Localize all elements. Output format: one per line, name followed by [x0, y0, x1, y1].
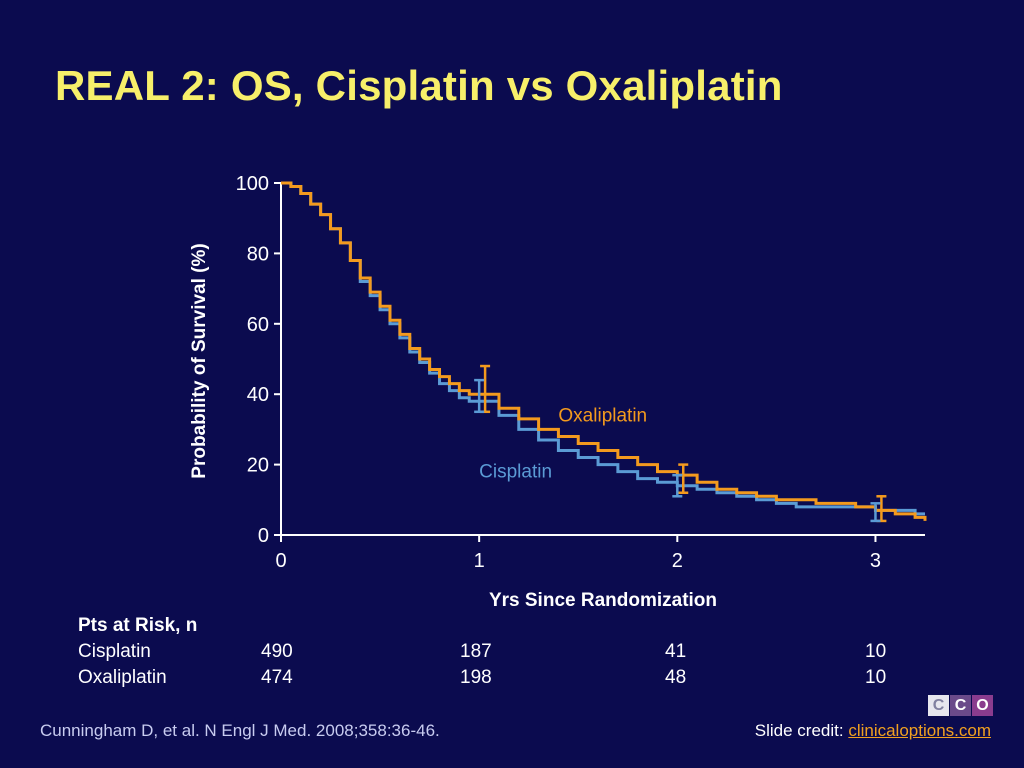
chart-axes: 0 20 40 60 80 100 0 1 2 3 Probability of Survival … — [189, 173, 925, 611]
chart-error-bars — [474, 364, 887, 523]
risk-row-oxaliplatin: Oxaliplatin 474 198 48 10 — [78, 667, 886, 693]
credit-prefix: Slide credit: — [754, 721, 849, 740]
y-tick-label: 20 — [247, 455, 269, 477]
x-axis-title: Yrs Since Randomization — [489, 590, 717, 611]
risk-value: 41 — [665, 641, 687, 662]
risk-table-heading: Pts at Risk, n — [78, 615, 198, 636]
risk-row-label: Cisplatin — [78, 641, 151, 662]
risk-table: Pts at Risk, n Cisplatin 490 187 41 10 O… — [78, 615, 886, 693]
error-bar-oxaliplatin — [480, 364, 491, 414]
y-tick-label: 40 — [247, 384, 269, 406]
error-bar-cisplatin — [474, 378, 485, 414]
risk-value: 198 — [460, 667, 492, 688]
risk-row-label: Oxaliplatin — [78, 667, 167, 688]
risk-value: 187 — [460, 641, 492, 662]
x-tick-label: 0 — [275, 550, 286, 572]
x-tick-label: 2 — [672, 550, 683, 572]
risk-row-cisplatin: Cisplatin 490 187 41 10 — [78, 641, 886, 667]
chart-labels: Oxaliplatin Cisplatin — [479, 405, 647, 482]
risk-value: 10 — [865, 667, 887, 688]
y-tick-label: 100 — [236, 173, 269, 195]
series-label-oxaliplatin: Oxaliplatin — [558, 405, 647, 426]
slide-title: REAL 2: OS, Cisplatin vs Oxaliplatin — [55, 62, 783, 109]
citation: Cunningham D, et al. N Engl J Med. 2008;… — [40, 721, 440, 740]
logo-letter: C — [928, 695, 949, 716]
credit-link[interactable]: clinicaloptions.com — [848, 721, 991, 740]
error-bar-oxaliplatin — [678, 463, 689, 495]
y-tick-label: 60 — [247, 314, 269, 336]
x-tick-label: 1 — [474, 550, 485, 572]
survival-curve-oxaliplatin — [281, 181, 927, 521]
error-bar-cisplatin — [870, 502, 881, 523]
error-bar-cisplatin — [672, 473, 683, 498]
slide-credit: Slide credit: clinicaloptions.com — [755, 721, 991, 741]
x-tick-label: 3 — [870, 550, 881, 572]
survival-curve-cisplatin — [281, 181, 925, 516]
chart-curves — [281, 181, 927, 521]
series-label-cisplatin: Cisplatin — [479, 462, 552, 483]
risk-value: 10 — [865, 641, 887, 662]
clinical-care-options-logo: C C O — [928, 695, 994, 716]
risk-value: 48 — [665, 667, 687, 688]
risk-value: 490 — [261, 641, 293, 662]
logo-letter: C — [950, 695, 971, 716]
y-tick-label: 0 — [258, 525, 269, 547]
y-tick-label: 80 — [247, 243, 269, 265]
risk-value: 474 — [261, 667, 293, 688]
error-bar-oxaliplatin — [876, 495, 887, 523]
y-axis-title: Probability of Survival (%) — [189, 243, 210, 478]
logo-letter: O — [972, 695, 993, 716]
